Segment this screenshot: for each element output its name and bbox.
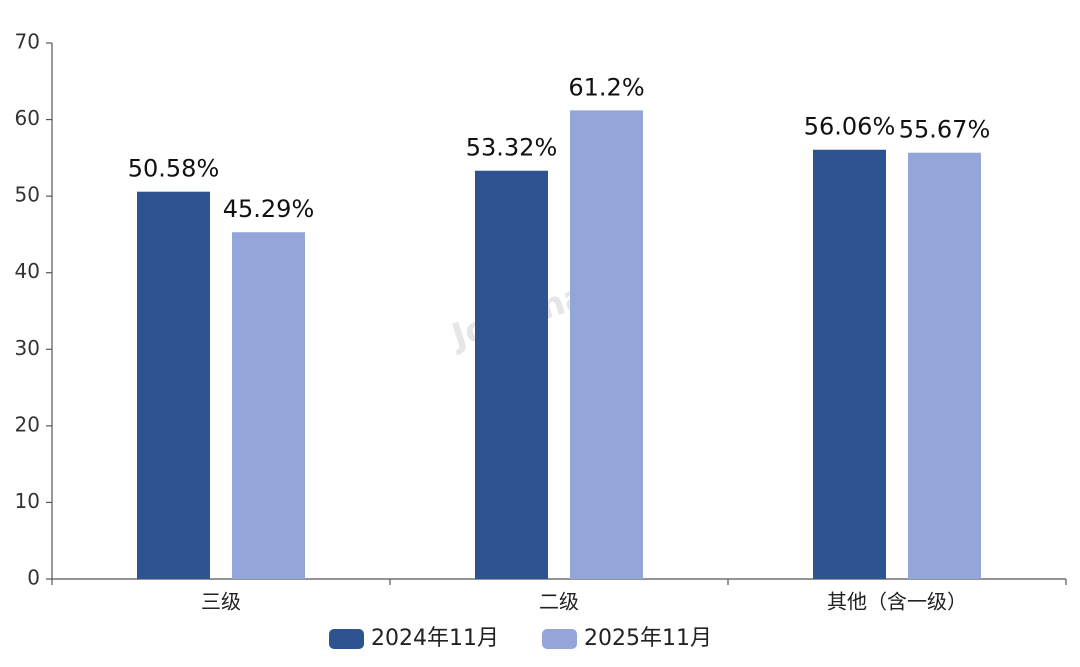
x-tick-label: 三级 [201,590,241,614]
legend-label: 2024年11月 [371,626,499,651]
bar [908,152,981,579]
y-tick-label: 40 [15,259,40,283]
y-tick-label: 50 [15,183,40,207]
bar [232,232,305,579]
legend-swatch [542,629,577,649]
bar [475,170,548,580]
value-label: 53.32% [466,134,558,162]
value-label: 55.67% [899,116,991,144]
value-label: 56.06% [804,113,896,141]
value-label: 45.29% [223,195,315,223]
bar [137,191,210,579]
x-tick-label: 二级 [539,590,579,614]
value-label: 50.58% [128,155,220,183]
y-tick-label: 0 [27,566,40,590]
legend-label: 2025年11月 [584,626,712,651]
bar [813,149,886,579]
y-tick-label: 10 [15,489,40,513]
bar [570,110,643,579]
y-tick-label: 20 [15,412,40,436]
value-label: 61.2% [568,73,644,101]
x-tick-label: 其他（含一级） [827,590,967,614]
y-tick-label: 70 [15,30,40,54]
y-tick-label: 30 [15,336,40,360]
legend-swatch [329,629,364,649]
y-tick-label: 60 [15,106,40,130]
